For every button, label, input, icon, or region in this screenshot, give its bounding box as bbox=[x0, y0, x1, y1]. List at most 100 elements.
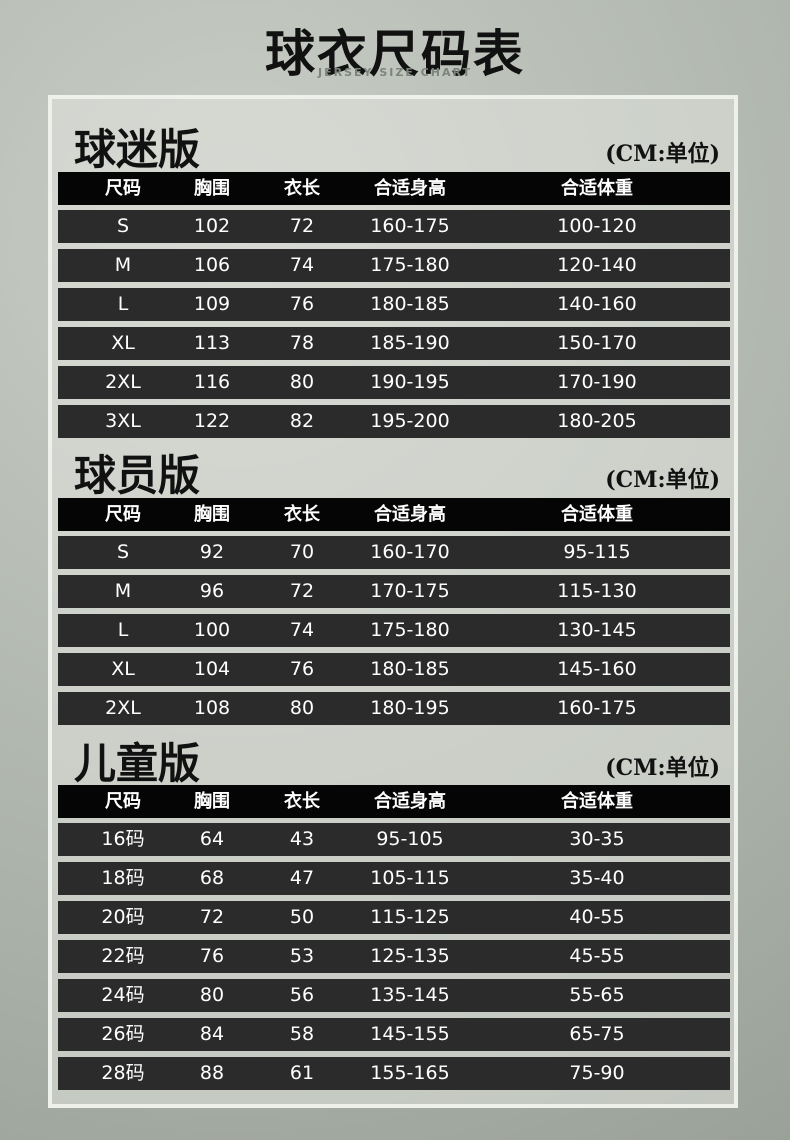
header-cell: 衣长 bbox=[284, 791, 320, 812]
table-row: XL 113 78 185-190 150-170 bbox=[58, 327, 730, 360]
table-cell: 53 bbox=[289, 945, 315, 967]
table-cell: 109 bbox=[193, 293, 231, 315]
table-cell: 58 bbox=[289, 1023, 315, 1045]
table-cell: 56 bbox=[289, 984, 315, 1006]
table-cell: 185-190 bbox=[370, 332, 450, 354]
table-cell: 80 bbox=[199, 984, 225, 1006]
table-cell: 70 bbox=[289, 541, 315, 563]
table-row: 22码 76 53 125-135 45-55 bbox=[58, 940, 730, 973]
table-cell: 45-55 bbox=[569, 945, 625, 967]
table-cell: 106 bbox=[193, 254, 231, 276]
table-cell: 76 bbox=[199, 945, 225, 967]
table-cell: 120-140 bbox=[557, 254, 637, 276]
table-cell: 108 bbox=[193, 697, 231, 719]
table-cell: 22码 bbox=[101, 945, 145, 967]
table-cell: L bbox=[117, 293, 129, 315]
table-cell: 100 bbox=[193, 619, 231, 641]
section-title: 儿童版 bbox=[74, 739, 201, 788]
table-cell: L bbox=[117, 619, 129, 641]
table-cell: 26码 bbox=[101, 1023, 145, 1045]
table-cell: 2XL bbox=[105, 371, 141, 393]
table-row: 2XL 108 80 180-195 160-175 bbox=[58, 692, 730, 725]
table-cell: 40-55 bbox=[569, 906, 625, 928]
table-cell: 100-120 bbox=[557, 215, 637, 237]
table-cell: 72 bbox=[289, 215, 315, 237]
table-cell: 74 bbox=[289, 254, 315, 276]
header-cell: 衣长 bbox=[284, 504, 320, 525]
table-cell: 2XL bbox=[105, 697, 141, 719]
table-cell: XL bbox=[111, 332, 135, 354]
table-row: XL 104 76 180-185 145-160 bbox=[58, 653, 730, 686]
table-cell: 68 bbox=[199, 867, 225, 889]
page-title: 球衣尺码表 bbox=[265, 25, 525, 83]
header-cell: 胸围 bbox=[194, 504, 230, 525]
table-cell: 88 bbox=[199, 1062, 225, 1084]
table-row: L 109 76 180-185 140-160 bbox=[58, 288, 730, 321]
header-cell: 合适身高 bbox=[374, 791, 446, 812]
table-cell: 122 bbox=[193, 410, 231, 432]
table-cell: 104 bbox=[193, 658, 231, 680]
table-row: 18码 68 47 105-115 35-40 bbox=[58, 862, 730, 895]
header-cell: 尺码 bbox=[105, 791, 141, 812]
unit-label: (CM:单位) bbox=[605, 467, 720, 493]
table-cell: 180-205 bbox=[557, 410, 637, 432]
table-cell: 82 bbox=[289, 410, 315, 432]
table-row: 20码 72 50 115-125 40-55 bbox=[58, 901, 730, 934]
table-cell: 125-135 bbox=[370, 945, 450, 967]
table-row: M 106 74 175-180 120-140 bbox=[58, 249, 730, 282]
table-cell: 160-170 bbox=[370, 541, 450, 563]
table-cell: 74 bbox=[289, 619, 315, 641]
table-header: 尺码 胸围 衣长 合适身高 合适体重 bbox=[58, 172, 730, 205]
table-cell: 84 bbox=[199, 1023, 225, 1045]
table-cell: 75-90 bbox=[569, 1062, 625, 1084]
table-cell: 47 bbox=[289, 867, 315, 889]
table-cell: 160-175 bbox=[557, 697, 637, 719]
table-cell: 116 bbox=[193, 371, 231, 393]
header-cell: 合适体重 bbox=[561, 791, 633, 812]
table-cell: 65-75 bbox=[569, 1023, 625, 1045]
table-cell: 55-65 bbox=[569, 984, 625, 1006]
table-row: M 96 72 170-175 115-130 bbox=[58, 575, 730, 608]
table-cell: 160-175 bbox=[370, 215, 450, 237]
table-cell: 72 bbox=[289, 580, 315, 602]
table-row: 24码 80 56 135-145 55-65 bbox=[58, 979, 730, 1012]
header-cell: 衣长 bbox=[284, 178, 320, 199]
header-cell: 合适身高 bbox=[374, 504, 446, 525]
unit-label: (CM:单位) bbox=[605, 755, 720, 781]
table-cell: 35-40 bbox=[569, 867, 625, 889]
table-cell: S bbox=[116, 215, 130, 237]
table-cell: 80 bbox=[289, 371, 315, 393]
table-cell: 180-195 bbox=[370, 697, 450, 719]
table-cell: 78 bbox=[289, 332, 315, 354]
table-cell: 3XL bbox=[105, 410, 141, 432]
table-cell: M bbox=[114, 580, 132, 602]
table-cell: 80 bbox=[289, 697, 315, 719]
table-row: 2XL 116 80 190-195 170-190 bbox=[58, 366, 730, 399]
table-cell: 135-145 bbox=[370, 984, 450, 1006]
table-cell: 170-175 bbox=[370, 580, 450, 602]
header-cell: 尺码 bbox=[105, 178, 141, 199]
table-cell: 102 bbox=[193, 215, 231, 237]
table-header: 尺码 胸围 衣长 合适身高 合适体重 bbox=[58, 498, 730, 531]
table-cell: 24码 bbox=[101, 984, 145, 1006]
table-header: 尺码 胸围 衣长 合适身高 合适体重 bbox=[58, 785, 730, 818]
table-cell: 115-130 bbox=[557, 580, 637, 602]
table-cell: 115-125 bbox=[370, 906, 450, 928]
header-cell: 合适体重 bbox=[561, 178, 633, 199]
header-cell: 合适体重 bbox=[561, 504, 633, 525]
section-title: 球迷版 bbox=[74, 125, 201, 174]
table-cell: 145-160 bbox=[557, 658, 637, 680]
table-cell: 61 bbox=[289, 1062, 315, 1084]
table-cell: 113 bbox=[193, 332, 231, 354]
table-row: L 100 74 175-180 130-145 bbox=[58, 614, 730, 647]
table-cell: S bbox=[116, 541, 130, 563]
page-subtitle: JERSEY SIZE CHART bbox=[318, 66, 472, 79]
header-cell: 胸围 bbox=[194, 178, 230, 199]
header-cell: 合适身高 bbox=[374, 178, 446, 199]
table-cell: 43 bbox=[289, 828, 315, 850]
table-cell: 195-200 bbox=[370, 410, 450, 432]
table-cell: XL bbox=[111, 658, 135, 680]
section-title: 球员版 bbox=[74, 451, 201, 500]
table-cell: 28码 bbox=[101, 1062, 145, 1084]
